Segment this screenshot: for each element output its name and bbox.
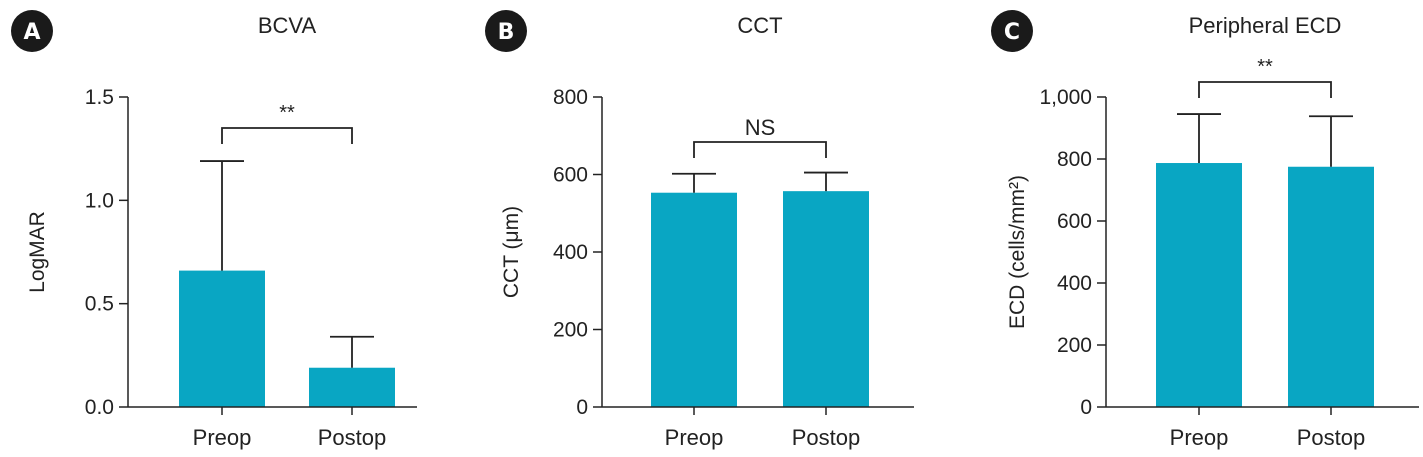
y-tick-label: 200 xyxy=(1057,334,1092,357)
x-tick-label: Postop xyxy=(318,425,387,450)
y-tick-label: 1.0 xyxy=(85,189,114,212)
chart-title: Peripheral ECD xyxy=(1189,13,1342,38)
x-tick-label: Preop xyxy=(193,425,252,450)
y-tick-label: 200 xyxy=(553,319,588,342)
bar-preop xyxy=(179,270,265,407)
significance-bracket xyxy=(221,127,353,144)
x-tick-label: Preop xyxy=(1170,425,1229,450)
panel-badge-circle xyxy=(11,10,53,52)
panel-letter: B xyxy=(498,20,515,45)
panel-a: A BCVA LogMAR Preop Postop 0.0 0.5 1.0 1.5 ** xyxy=(11,10,417,450)
chart-title: CCT xyxy=(737,13,782,38)
significance-bracket xyxy=(1198,81,1332,98)
panel-letter: C xyxy=(1004,20,1020,45)
y-tick-label: 1.5 xyxy=(85,86,114,109)
y-tick-label: 0.0 xyxy=(85,396,114,419)
panel-b: B CCT CCT (μm) Preop Postop 0 200 400 600 800 NS xyxy=(485,10,914,450)
x-tick-label: Postop xyxy=(792,425,861,450)
panel-badge-circle xyxy=(991,10,1033,52)
y-tick-label: 400 xyxy=(1057,272,1092,295)
y-tick-label: 400 xyxy=(553,241,588,264)
y-tick-label: 0 xyxy=(1080,396,1092,419)
bar-preop xyxy=(1156,163,1242,407)
y-tick-label: 800 xyxy=(553,86,588,109)
panel-c: C Peripheral ECD ECD (cells/mm²) Preop Posto… xyxy=(991,10,1419,450)
y-tick-label: 600 xyxy=(1057,210,1092,233)
x-tick-label: Postop xyxy=(1297,425,1366,450)
chart-title: BCVA xyxy=(258,13,317,38)
y-tick-label: 1,000 xyxy=(1039,86,1092,109)
y-tick-label: 0 xyxy=(576,396,588,419)
bar-preop xyxy=(651,192,737,407)
y-tick-label: 800 xyxy=(1057,148,1092,171)
y-axis-label: LogMAR xyxy=(26,211,49,293)
significance-label: ** xyxy=(1257,56,1273,78)
panel-letter: A xyxy=(23,20,40,45)
y-tick-label: 600 xyxy=(553,164,588,187)
significance-label: ** xyxy=(279,102,295,124)
y-axis-label: CCT (μm) xyxy=(500,206,523,298)
bar-postop xyxy=(1288,166,1374,407)
panel-badge: B xyxy=(485,10,527,52)
panel-badge-circle xyxy=(485,10,527,52)
x-tick-label: Preop xyxy=(665,425,724,450)
bar-postop xyxy=(783,191,869,407)
panel-badge: A xyxy=(11,10,53,52)
significance-bracket xyxy=(693,141,827,158)
y-axis-label: ECD (cells/mm²) xyxy=(1006,175,1029,329)
bar-postop xyxy=(309,367,395,407)
significance-label: NS xyxy=(745,115,776,140)
panel-badge: C xyxy=(991,10,1033,52)
y-tick-label: 0.5 xyxy=(85,293,114,316)
